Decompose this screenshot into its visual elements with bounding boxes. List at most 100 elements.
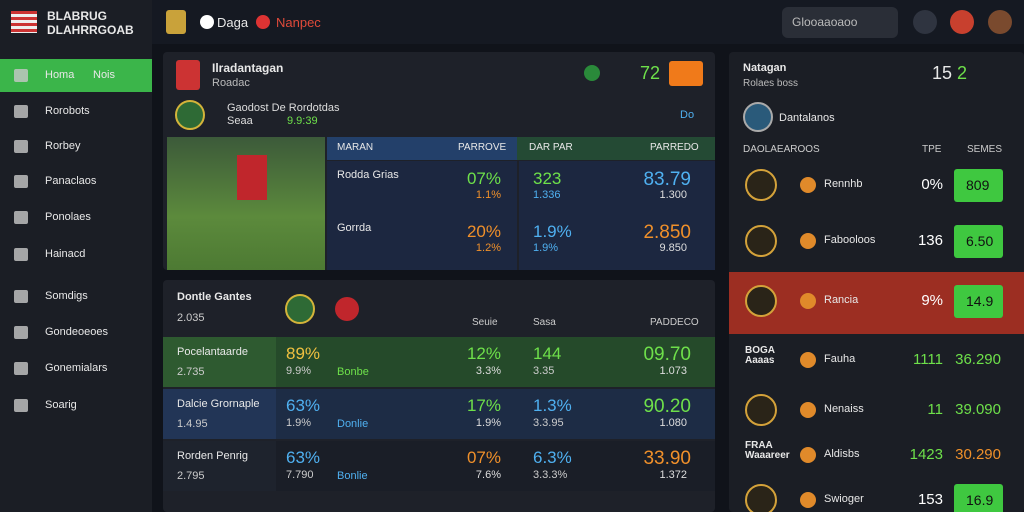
- odd[interactable]: 16.9: [966, 492, 994, 508]
- panel-title: Natagan: [743, 62, 787, 74]
- row-name: Pocelantaarde: [177, 346, 248, 358]
- table-body: [519, 161, 715, 270]
- column-header: MARAN: [337, 142, 374, 153]
- odd: 39.090: [955, 401, 1001, 418]
- sidebar-item[interactable]: Somdigs: [45, 290, 88, 302]
- icon: [200, 15, 214, 29]
- value: 7.6%: [475, 469, 501, 481]
- live-button[interactable]: [669, 61, 703, 86]
- value: 3.3%: [475, 365, 501, 377]
- sidebar-icon: [14, 248, 28, 261]
- icon: [800, 177, 816, 193]
- row-tag: Bonlie: [337, 470, 368, 482]
- sidebar-icon: [14, 175, 28, 188]
- odd[interactable]: 6.50: [966, 233, 994, 249]
- value: 33.90: [643, 448, 691, 469]
- row-tag: Donlie: [337, 418, 369, 430]
- live-label: Do: [680, 109, 695, 121]
- sidebar-icon: [14, 362, 28, 375]
- stat: 11: [927, 401, 943, 418]
- stat: 0%: [921, 176, 943, 193]
- score: 72: [640, 63, 661, 83]
- icon: [743, 102, 773, 132]
- icon: [800, 402, 816, 418]
- odd[interactable]: 809: [966, 177, 990, 193]
- odd[interactable]: 14.9: [966, 293, 994, 309]
- sidebar-item[interactable]: Gonemialars: [45, 362, 108, 374]
- icon: [800, 492, 816, 508]
- stat: 153: [917, 491, 943, 508]
- sidebar-badge: Nois: [93, 69, 116, 81]
- score: 2: [957, 63, 968, 83]
- odd-button[interactable]: [954, 484, 1003, 512]
- team-name: Fabooloos: [824, 234, 876, 246]
- team-name: Fauha: [824, 353, 856, 365]
- team-badge: [176, 60, 200, 90]
- column-header: Seuie: [472, 317, 498, 328]
- odd-button[interactable]: [954, 169, 1003, 202]
- value: 07%: [466, 169, 501, 188]
- sidebar-item[interactable]: Hainacd: [45, 248, 86, 260]
- search-box[interactable]: [782, 7, 898, 38]
- column-header: TPE: [922, 144, 942, 155]
- search-placeholder[interactable]: Glooaaoaoo: [792, 15, 858, 29]
- odd-button[interactable]: [954, 285, 1003, 318]
- nav-tab[interactable]: Daga: [217, 15, 249, 30]
- icon: [335, 297, 359, 321]
- value: 83.79: [643, 169, 691, 190]
- panel-subtitle: Rolaes boss: [743, 78, 799, 89]
- logo: [166, 10, 186, 34]
- team-name: Aldisbs: [824, 448, 860, 460]
- stat: 1423: [909, 446, 943, 463]
- value: 3.35: [533, 365, 555, 377]
- chip: Dantalanos: [779, 112, 835, 124]
- value: 1.1%: [475, 189, 501, 201]
- sidebar-item[interactable]: Gondeoeoes: [45, 326, 108, 338]
- stat: 1111: [912, 351, 943, 368]
- sidebar-icon: [14, 290, 28, 303]
- row-side: FRAA Waaareer: [745, 440, 790, 461]
- row-sub: 2.735: [177, 366, 205, 378]
- sidebar-icon: [14, 140, 28, 153]
- row-name: Rodda Grias: [337, 169, 399, 181]
- player: [237, 155, 267, 200]
- icon: [175, 100, 205, 130]
- icon: [800, 293, 816, 309]
- value: 20%: [466, 222, 501, 241]
- icon: [745, 394, 777, 426]
- sidebar-item[interactable]: Ponolaes: [45, 211, 91, 223]
- stat: 136: [917, 232, 943, 249]
- value: 7.790: [286, 469, 314, 481]
- sidebar-item[interactable]: Rorobots: [45, 105, 90, 117]
- value: 9.9%: [286, 365, 312, 377]
- column-header: Sasa: [533, 317, 556, 328]
- brand-flag: [11, 11, 37, 33]
- panel-title: Dontle Gantes: [177, 291, 252, 303]
- sidebar-item[interactable]: Rorbey: [45, 140, 81, 152]
- sidebar-icon: [14, 326, 28, 339]
- sidebar-item[interactable]: Panaclaos: [45, 175, 97, 187]
- list-row: [276, 389, 715, 439]
- match-time: 9.9:39: [287, 115, 318, 127]
- icon: [584, 65, 600, 81]
- row-sub: 1.4.95: [177, 418, 208, 430]
- value: 1.2%: [475, 242, 501, 254]
- row-name: Gorrda: [337, 222, 372, 234]
- value: 63%: [286, 448, 321, 467]
- sidebar-item[interactable]: Soarig: [45, 399, 77, 411]
- value: 09.70: [643, 344, 691, 365]
- icon: [913, 10, 937, 34]
- icon: [745, 225, 777, 257]
- value: 63%: [286, 396, 321, 415]
- list-row: [163, 441, 276, 491]
- icon: [800, 352, 816, 368]
- team-name: Rancia: [824, 294, 859, 306]
- list-row: [276, 441, 715, 491]
- column-header: PARREDO: [650, 142, 699, 153]
- odd-button[interactable]: [954, 225, 1003, 258]
- nav-tab[interactable]: Nanpec: [276, 15, 321, 30]
- team-name: Swioger: [824, 493, 864, 505]
- sidebar-item-active[interactable]: Homa: [45, 69, 75, 81]
- row-side: BOGA Aaaas: [745, 345, 775, 366]
- list-row: [276, 337, 715, 387]
